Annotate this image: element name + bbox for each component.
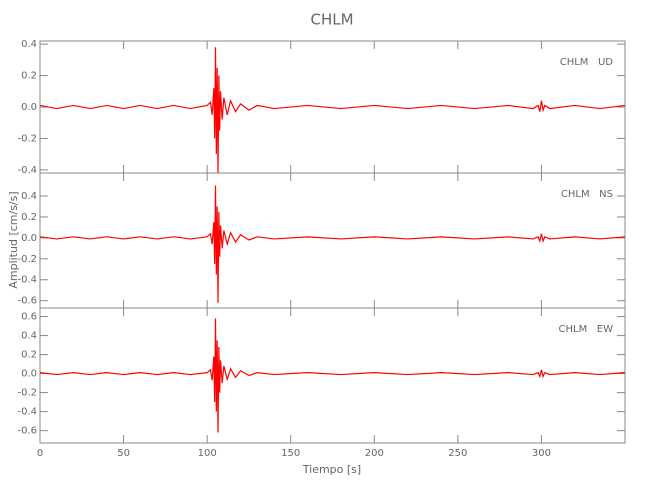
y-tick-label: 0.2 (21, 71, 37, 82)
x-tick-label: 150 (281, 448, 300, 459)
x-axis-label: Tiempo [s] (302, 463, 361, 476)
y-tick-label: 0.4 (21, 39, 37, 50)
y-tick-label: -0.6 (17, 296, 37, 307)
y-tick-label: 0.6 (21, 312, 37, 323)
waveform (39, 318, 626, 433)
waveform (39, 47, 626, 174)
x-tick-label: 50 (117, 448, 130, 459)
y-tick-label: 0.2 (21, 350, 37, 361)
y-tick-label: 0.2 (21, 212, 37, 223)
panel-frame (39, 172, 626, 309)
y-tick-label: 0.0 (21, 102, 37, 113)
y-tick-label: 0.0 (21, 369, 37, 380)
y-tick-label: -0.4 (17, 407, 37, 418)
panel-frame (39, 40, 626, 174)
panel-label: CHLM EW (559, 324, 614, 335)
y-axis-label: Amplitud [cm/s/s] (7, 191, 20, 288)
y-tick-label: -0.6 (17, 426, 37, 437)
y-tick-label: -0.4 (17, 275, 37, 286)
x-tick-label: 200 (365, 448, 384, 459)
x-tick-label: 250 (448, 448, 467, 459)
y-tick-label: -0.2 (17, 254, 37, 265)
x-tick-label: 100 (198, 448, 217, 459)
y-tick-label: -0.2 (17, 388, 37, 399)
x-tick-label: 300 (532, 448, 551, 459)
chart-title: CHLM (310, 11, 353, 29)
waveform (39, 185, 626, 303)
y-tick-label: -0.4 (17, 165, 37, 176)
panel-label: CHLM NS (561, 189, 613, 200)
x-tick-label: 0 (37, 448, 43, 459)
panel-frame (39, 307, 626, 444)
y-tick-label: 0.4 (21, 191, 37, 202)
panel-label: CHLM UD (560, 57, 614, 68)
y-tick-label: 0.0 (21, 233, 37, 244)
y-tick-label: -0.2 (17, 133, 37, 144)
y-tick-label: 0.4 (21, 331, 37, 342)
